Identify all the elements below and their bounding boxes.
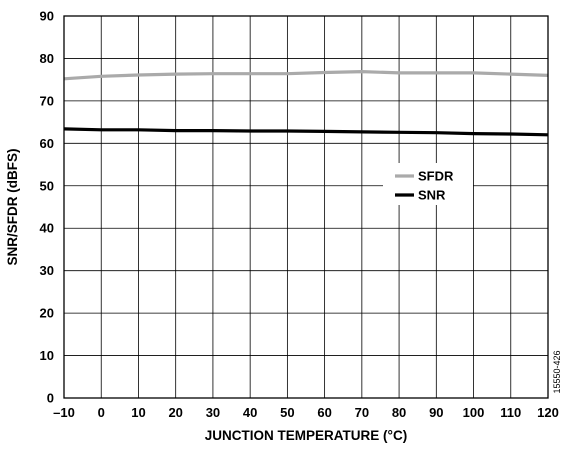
y-tick-label: 0: [47, 391, 54, 406]
legend: SFDR SNR: [383, 163, 473, 205]
x-tick-label: 40: [243, 405, 257, 420]
x-tick-label: 50: [280, 405, 294, 420]
x-tick-label: 70: [355, 405, 369, 420]
x-tick-label: 100: [463, 405, 485, 420]
y-tick-labels: 0 10 20 30 40 50 60 70 80 90: [40, 9, 54, 406]
x-tick-label: 20: [168, 405, 182, 420]
x-tick-label: 110: [500, 405, 521, 420]
figure-id: 15550-426: [552, 350, 562, 393]
x-axis-title: JUNCTION TEMPERATURE (°C): [205, 428, 407, 443]
legend-label-sfdr: SFDR: [418, 169, 454, 184]
series-line-sfdr: [63, 69, 549, 81]
series-line-snr: [63, 127, 549, 137]
series-group: [63, 69, 549, 137]
x-tick-label: 60: [317, 405, 331, 420]
y-tick-label: 70: [40, 93, 54, 108]
legend-label-snr: SNR: [418, 188, 446, 203]
y-tick-label: 40: [40, 221, 54, 236]
legend-background: [383, 163, 473, 205]
x-tick-label: –10: [53, 405, 75, 420]
x-tick-label: 80: [392, 405, 406, 420]
y-tick-label: 10: [40, 348, 54, 363]
x-tick-labels: –10 0 10 20 30 40 50 60 70 80 90 100 110 120: [53, 405, 559, 420]
y-tick-label: 30: [40, 263, 54, 278]
x-tick-label: 10: [131, 405, 145, 420]
x-tick-label: 90: [429, 405, 443, 420]
x-tick-label: 0: [98, 405, 105, 420]
x-tick-label: 120: [537, 405, 559, 420]
plot-frame: [63, 15, 549, 399]
y-tick-label: 90: [40, 9, 54, 24]
y-tick-label: 20: [40, 306, 54, 321]
x-tick-label: 30: [206, 405, 220, 420]
y-tick-label: 80: [40, 51, 54, 66]
y-axis-title: SNR/SFDR (dBFS): [5, 149, 20, 266]
y-tick-label: 60: [40, 136, 54, 151]
y-tick-label: 50: [40, 178, 54, 193]
